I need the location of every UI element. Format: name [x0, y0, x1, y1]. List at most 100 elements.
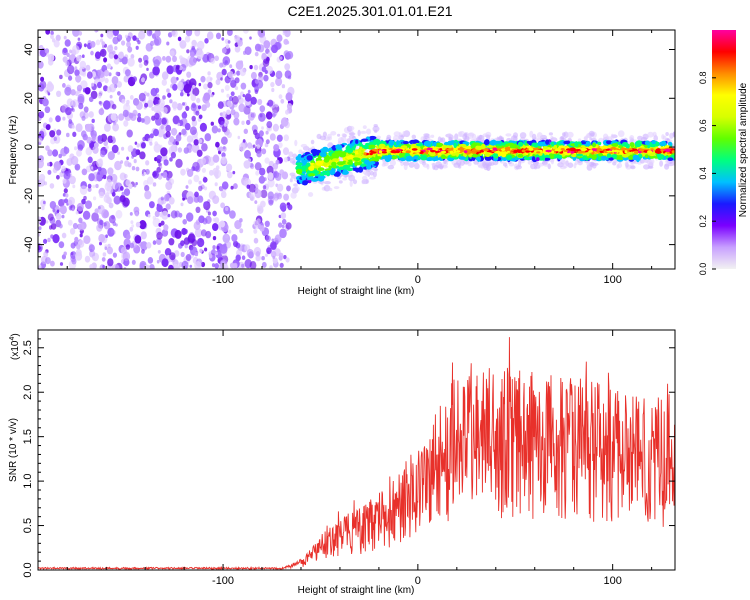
- noise-blob: [221, 125, 228, 133]
- signal-peak: [551, 150, 555, 154]
- noise-blob: [168, 264, 174, 269]
- noise-blob: [288, 151, 294, 158]
- noise-blob: [255, 170, 260, 176]
- noise-blob: [135, 166, 140, 172]
- noise-blob: [227, 71, 234, 79]
- signal-halo: [659, 160, 663, 167]
- noise-blob: [269, 133, 276, 141]
- noise-blob: [44, 106, 51, 114]
- noise-blob: [202, 217, 208, 225]
- noise-blob: [136, 101, 143, 110]
- signal-blob: [522, 145, 527, 149]
- noise-blob: [285, 257, 290, 263]
- noise-blob: [98, 206, 101, 210]
- noise-blob: [100, 107, 104, 111]
- noise-blob: [72, 222, 78, 230]
- noise-blob: [242, 94, 246, 98]
- signal-blob: [606, 140, 612, 145]
- signal-blob: [301, 166, 307, 172]
- signal-blob: [531, 142, 538, 147]
- signal-peak: [671, 150, 675, 154]
- noise-blob: [269, 114, 273, 118]
- noise-blob: [112, 252, 117, 258]
- noise-blob: [74, 66, 78, 70]
- signal-blob: [470, 143, 475, 149]
- signal-halo: [672, 131, 675, 138]
- signal-halo: [519, 132, 527, 139]
- noise-blob: [267, 191, 274, 200]
- signal-peak: [390, 150, 397, 154]
- signal-halo: [532, 133, 537, 141]
- noise-blob: [224, 123, 227, 127]
- signal-halo: [586, 161, 591, 166]
- noise-blob: [109, 83, 116, 93]
- noise-blob: [38, 226, 42, 231]
- signal-halo: [610, 133, 614, 141]
- noise-blob: [108, 202, 114, 209]
- noise-blob: [189, 264, 193, 268]
- noise-blob: [92, 184, 96, 189]
- noise-blob: [253, 237, 259, 244]
- signal-halo: [624, 160, 629, 168]
- noise-blob: [158, 125, 166, 135]
- signal-peak: [582, 150, 586, 154]
- noise-blob: [108, 215, 116, 224]
- noise-blob: [235, 254, 241, 262]
- noise-blob: [217, 128, 221, 133]
- noise-blob: [177, 122, 181, 127]
- signal-blob: [416, 143, 423, 147]
- noise-blob: [217, 147, 221, 151]
- signal-blob: [611, 154, 618, 158]
- noise-blob: [215, 141, 220, 148]
- signal-blob: [440, 154, 447, 159]
- signal-blob: [347, 161, 352, 165]
- noise-blob: [273, 144, 280, 152]
- signal-blob: [352, 157, 360, 161]
- noise-blob: [249, 36, 252, 40]
- noise-blob: [270, 241, 277, 250]
- noise-blob: [129, 95, 134, 100]
- signal-blob: [446, 145, 452, 149]
- noise-blob: [203, 83, 209, 90]
- noise-blob: [225, 44, 230, 49]
- noise-blob: [145, 160, 150, 166]
- signal-halo: [348, 174, 355, 182]
- signal-halo: [617, 130, 625, 138]
- noise-blob: [75, 165, 79, 170]
- noise-blob: [267, 52, 273, 58]
- noise-blob: [284, 63, 291, 71]
- noise-blob: [220, 156, 227, 165]
- noise-blob: [160, 196, 164, 201]
- noise-blob: [126, 156, 129, 161]
- noise-blob: [202, 177, 208, 183]
- noise-blob: [278, 214, 282, 219]
- noise-blob: [137, 112, 141, 118]
- signal-halo: [342, 177, 348, 181]
- signal-blob: [315, 160, 323, 166]
- noise-blob: [69, 49, 73, 54]
- noise-blob: [103, 69, 110, 77]
- noise-blob: [45, 124, 51, 131]
- noise-blob: [215, 251, 219, 256]
- noise-blob: [156, 166, 161, 173]
- noise-blob: [256, 150, 262, 158]
- noise-blob: [121, 146, 125, 151]
- signal-halo: [323, 181, 331, 185]
- noise-blob: [92, 145, 99, 154]
- noise-blob: [166, 176, 170, 181]
- signal-blob: [302, 180, 309, 184]
- signal-halo: [349, 180, 353, 187]
- noise-blob: [108, 72, 112, 77]
- signal-blob: [462, 141, 470, 145]
- noise-blob: [243, 160, 251, 169]
- signal-halo: [323, 184, 331, 192]
- noise-blob: [130, 220, 134, 225]
- noise-blob: [109, 94, 113, 99]
- noise-blob: [138, 57, 143, 63]
- noise-blob: [127, 145, 134, 153]
- signal-peak: [620, 147, 626, 151]
- signal-peak: [477, 151, 482, 154]
- noise-blob: [257, 30, 265, 38]
- noise-blob: [120, 259, 124, 263]
- signal-halo: [448, 136, 453, 142]
